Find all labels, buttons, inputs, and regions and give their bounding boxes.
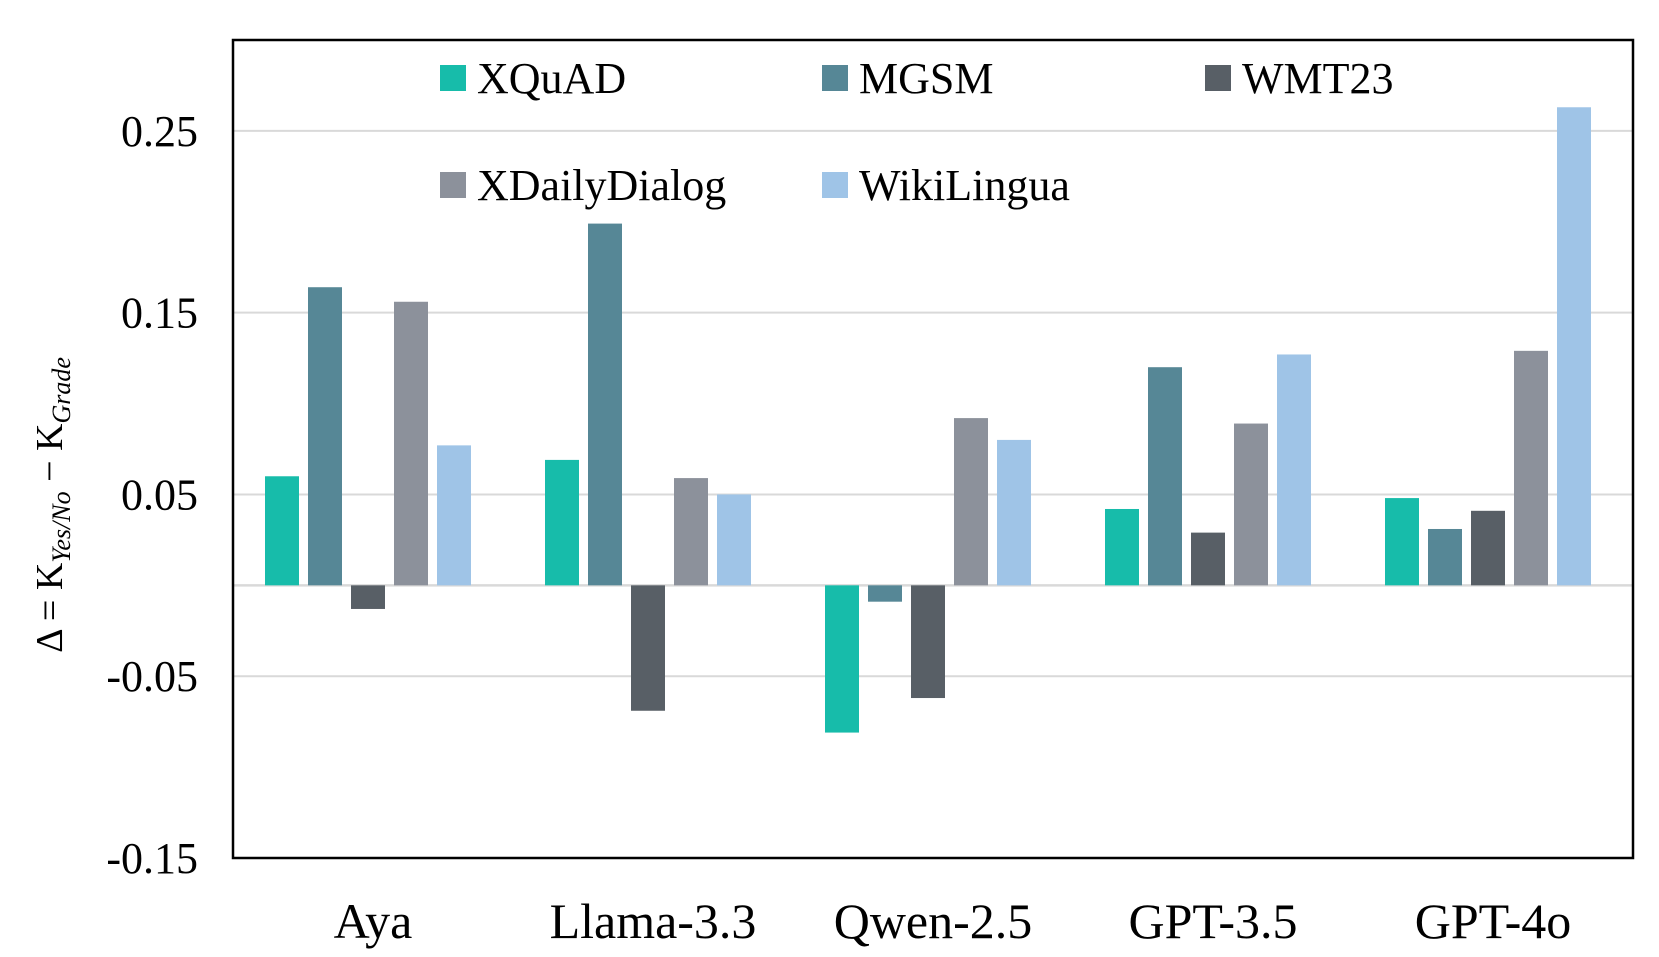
x-tick-label: GPT-3.5 [1128, 893, 1297, 949]
bar-xquad-llama-3-3 [545, 459, 579, 586]
x-axis-labels: Aya Llama-3.3 Qwen-2.5 GPT-3.5 GPT-4o [334, 893, 1572, 949]
x-tick-label: Aya [334, 893, 413, 949]
legend-swatch-wmt23 [1205, 65, 1231, 91]
bar-mgsm-qwen-2-5 [868, 585, 902, 602]
bar-xquad-gpt-4o [1385, 498, 1419, 586]
y-axis-label-minus: − K [29, 423, 71, 491]
y-axis-label-sub1: Yes/No [47, 491, 76, 562]
y-axis-label-prefix: Δ = K [29, 562, 71, 653]
legend-label-mgsm: MGSM [859, 54, 994, 103]
y-tick-label: 0.15 [121, 289, 198, 338]
y-axis-label-sub2: Grade [47, 357, 76, 423]
y-tick-label: -0.05 [106, 652, 198, 701]
y-axis-ticks: 0.25 0.15 0.05 -0.05 -0.15 [106, 107, 198, 883]
bar-wikilingua-gpt-3-5 [1277, 354, 1311, 586]
x-tick-label: GPT-4o [1415, 893, 1572, 949]
bar-xdailydialog-gpt-4o [1514, 350, 1548, 586]
bar-wikilingua-qwen-2-5 [997, 439, 1031, 586]
bar-wmt23-llama-3-3 [631, 585, 665, 711]
y-axis-label: Δ = KYes/No − KGrade [29, 357, 76, 653]
legend-label-wmt23: WMT23 [1242, 54, 1394, 103]
bar-wmt23-gpt-3-5 [1191, 532, 1225, 586]
plot-area-frame [231, 38, 1635, 860]
legend-label-xquad: XQuAD [477, 54, 626, 103]
bar-xdailydialog-llama-3-3 [674, 478, 708, 586]
y-tick-label: 0.25 [121, 107, 198, 156]
legend-label-wikilingua: WikiLingua [859, 161, 1070, 210]
y-tick-label: 0.05 [121, 470, 198, 519]
bar-mgsm-llama-3-3 [588, 223, 622, 586]
bar-xdailydialog-aya [394, 301, 428, 586]
legend-swatch-mgsm [822, 65, 848, 91]
x-tick-label: Qwen-2.5 [834, 893, 1033, 949]
bar-wmt23-aya [351, 585, 385, 609]
legend-label-xdailydialog: XDailyDialog [477, 161, 726, 210]
y-tick-label: -0.15 [106, 834, 198, 883]
bars [265, 107, 1591, 733]
bar-mgsm-gpt-3-5 [1148, 367, 1182, 586]
bar-xdailydialog-qwen-2-5 [954, 418, 988, 586]
bar-xquad-aya [265, 476, 299, 586]
legend: XQuAD MGSM WMT23 XDailyDialog WikiLingua [440, 54, 1394, 210]
bar-wmt23-qwen-2-5 [911, 585, 945, 699]
bar-wikilingua-aya [437, 445, 471, 586]
legend-swatch-xdailydialog [440, 172, 466, 198]
x-tick-label: Llama-3.3 [550, 893, 757, 949]
bar-mgsm-aya [308, 287, 342, 586]
bar-mgsm-gpt-4o [1428, 528, 1462, 586]
legend-swatch-xquad [440, 65, 466, 91]
bar-wikilingua-gpt-4o [1557, 107, 1591, 586]
bar-wmt23-gpt-4o [1471, 510, 1505, 586]
bar-xquad-gpt-3-5 [1105, 508, 1139, 586]
bar-xdailydialog-gpt-3-5 [1234, 423, 1268, 586]
bar-wikilingua-llama-3-3 [717, 494, 751, 586]
legend-swatch-wikilingua [822, 172, 848, 198]
bar-xquad-qwen-2-5 [825, 585, 859, 733]
